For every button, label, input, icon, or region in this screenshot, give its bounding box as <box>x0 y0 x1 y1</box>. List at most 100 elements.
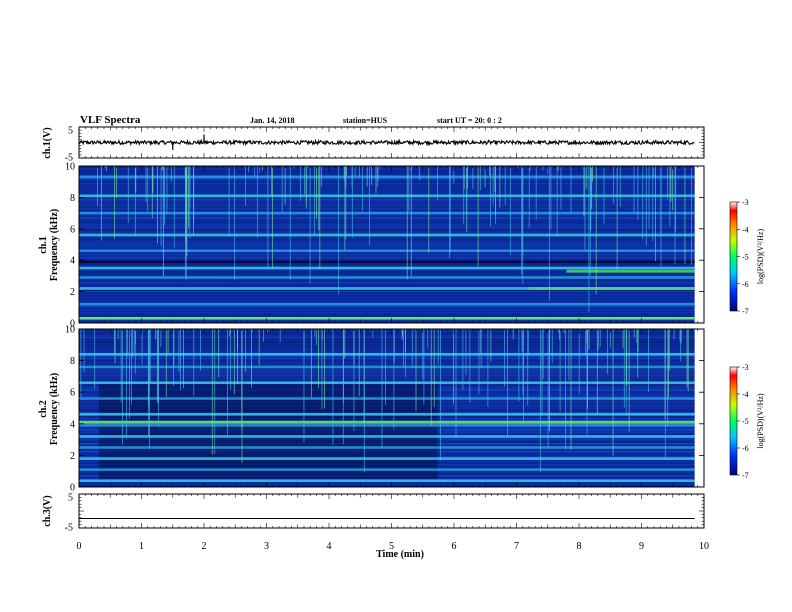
noise-row <box>79 370 695 372</box>
time-axis: 0 1 2 3 4 5 6 7 8 9 10 <box>77 541 710 552</box>
noise-row <box>79 218 695 219</box>
spectral-band <box>79 211 695 215</box>
spectral-band <box>79 249 695 253</box>
y-tick-label: 8 <box>70 193 75 204</box>
y-tick-label: 8 <box>70 356 75 367</box>
ch2-spectrogram-panel: 0 2 4 6 8 10 <box>65 325 705 494</box>
ch3-waveform-frame <box>78 493 705 529</box>
noise-row <box>79 312 695 314</box>
noise-row <box>79 258 695 260</box>
noise-row <box>79 181 695 182</box>
spectral-band <box>79 457 695 460</box>
spectral-band <box>79 302 695 306</box>
noise-row <box>79 293 695 294</box>
ch2-spectrogram-ylabel: Frequency (kHz) <box>49 373 60 445</box>
spectral-band <box>79 446 695 449</box>
colorbar-tick-label: -4 <box>742 390 749 399</box>
ch1-waveform-trace <box>78 138 695 147</box>
date-label: Jan. 14, 2018 <box>250 116 294 125</box>
y-tick-label: 6 <box>70 224 75 235</box>
ch1-spectrogram-panel: 0 2 4 6 8 10 <box>65 162 705 330</box>
x-tick-label: 6 <box>452 541 457 552</box>
noise-row <box>79 485 695 486</box>
noise-row <box>79 246 695 248</box>
ch1-spectrogram-ylabel-ch: ch.1 <box>38 236 49 254</box>
noise-row <box>79 372 695 373</box>
noise-row <box>79 339 695 341</box>
noise-row <box>79 223 695 225</box>
colorbar-gradient <box>729 201 738 312</box>
noise-row <box>79 240 695 242</box>
spectral-band <box>79 194 695 198</box>
noise-row <box>79 342 695 344</box>
noise-row <box>79 344 695 346</box>
x-tick-label: 8 <box>577 541 582 552</box>
y-tick-label: 2 <box>70 451 75 462</box>
colorbar-label: log(PSD)(V²/Hz) <box>756 229 765 285</box>
noise-row <box>79 272 695 274</box>
noise-row <box>79 338 695 340</box>
spectral-band <box>79 266 695 270</box>
y-tick-label: -5 <box>65 523 73 534</box>
noise-row <box>79 315 695 317</box>
spectral-band <box>79 424 695 427</box>
ch1-waveform-ylabel: ch.1(V) <box>42 127 53 158</box>
noise-row <box>79 172 695 174</box>
colorbar-tick-label: -7 <box>742 471 749 480</box>
y-tick-label: 4 <box>70 419 75 430</box>
ch1-spectrogram-ylabel: Frequency (kHz) <box>49 209 60 281</box>
noise-row <box>79 347 695 348</box>
x-tick-label: 10 <box>699 541 709 552</box>
colorbar-tick-label: -4 <box>742 225 749 234</box>
noise-row <box>79 263 695 264</box>
colorbar-tick-label: -3 <box>742 363 749 372</box>
noise-row <box>79 306 695 307</box>
noise-row <box>79 380 695 382</box>
colorbar-label: log(PSD)(V²/Hz) <box>756 393 765 449</box>
noise-row <box>79 219 695 221</box>
y-tick-label: 5 <box>68 126 73 137</box>
noise-row <box>79 182 695 184</box>
dark-region <box>99 384 438 480</box>
spectral-band <box>79 397 695 400</box>
x-tick-label: 1 <box>139 541 144 552</box>
colorbar-tick-label: -7 <box>742 307 749 316</box>
spectral-band-strong <box>79 420 695 424</box>
noise-row <box>79 346 695 348</box>
x-tick-label: 9 <box>639 541 644 552</box>
x-tick-label: 3 <box>264 541 269 552</box>
y-tick-label: 5 <box>68 493 73 504</box>
noise-row <box>79 369 695 371</box>
spectral-band <box>79 276 695 279</box>
noise-row <box>79 290 695 292</box>
noise-row <box>79 230 695 231</box>
x-tick-label: 2 <box>202 541 207 552</box>
noise-row <box>79 337 695 339</box>
noise-row <box>79 320 695 322</box>
noise-row <box>79 227 695 229</box>
x-tick-label: 0 <box>77 541 82 552</box>
colorbar-tick-label: -3 <box>742 198 749 207</box>
noise-row <box>79 294 695 296</box>
noise-row <box>79 231 695 233</box>
colorbar-tick-label: -6 <box>742 444 749 453</box>
noise-row <box>79 271 695 273</box>
colorbar-gradient <box>729 366 738 476</box>
noise-row <box>79 225 695 227</box>
noise-row <box>79 170 695 172</box>
noise-row <box>79 264 695 265</box>
noise-row <box>79 256 695 258</box>
noise-row <box>79 341 695 343</box>
noise-row <box>79 333 695 334</box>
noise-row <box>79 341 695 342</box>
spectral-band <box>79 233 695 237</box>
spectral-band <box>79 468 695 471</box>
noise-row <box>79 179 695 181</box>
spectral-band <box>79 365 695 369</box>
noise-row <box>79 311 695 312</box>
noise-row <box>79 356 695 358</box>
noise-row <box>79 355 695 357</box>
noise-row <box>79 321 695 323</box>
noise-row <box>79 193 695 195</box>
